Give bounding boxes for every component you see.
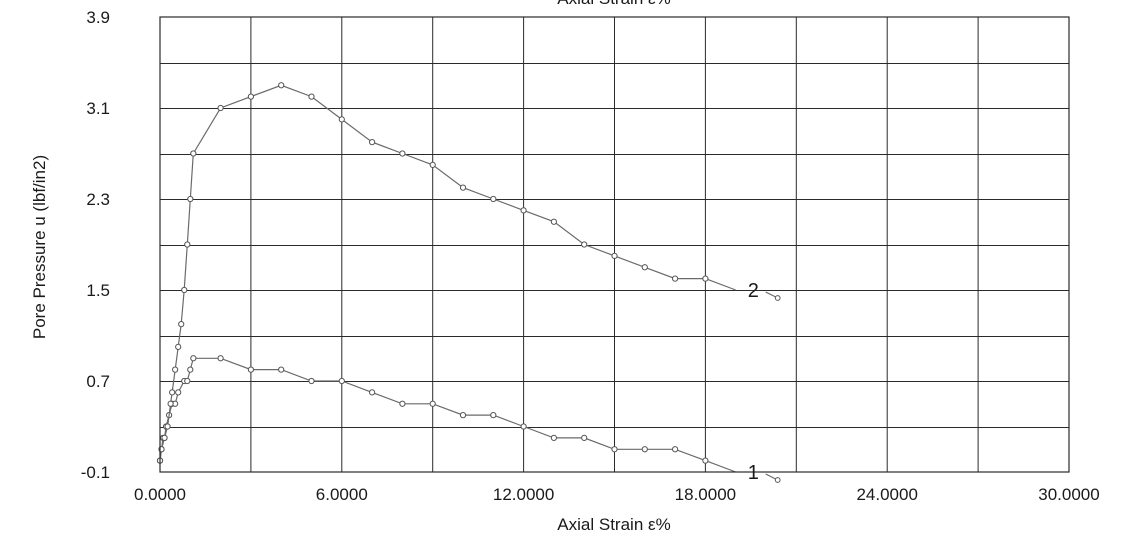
- series-2-point: [190, 150, 197, 157]
- series-1-point: [641, 446, 648, 453]
- series-1-point: [217, 355, 224, 362]
- series-2-tail: [705, 278, 736, 291]
- x-tick-label: 6.0000: [316, 485, 368, 504]
- series-1-point: [611, 446, 618, 453]
- y-tick-label: -0.1: [81, 463, 110, 482]
- series-1-point: [190, 355, 197, 362]
- x-tick-label: 18.0000: [675, 485, 736, 504]
- series-2-point: [490, 195, 497, 203]
- series-2-point: [369, 139, 376, 146]
- y-tick-label: 0.7: [86, 372, 110, 391]
- y-axis-label: Pore Pressure u (lbf/in2): [30, 155, 49, 339]
- series-2-point: [550, 218, 558, 225]
- x-axis-label: Axial Strain ε%: [557, 515, 670, 534]
- top-axis-label: Axial Strain ε%: [557, 0, 670, 8]
- series-2-point: [247, 93, 254, 100]
- series-1-label-marker: [774, 477, 781, 483]
- series-1-point: [672, 446, 679, 453]
- tick-labels: 0.0000 6.0000 12.0000 18.0000 24.0000 30.0000…: [81, 8, 1100, 504]
- series-1-point: [187, 366, 194, 373]
- series-2-point: [169, 389, 176, 396]
- x-tick-label: 12.0000: [493, 485, 554, 504]
- series-2-label: 2: [748, 280, 759, 302]
- series-1-tail: [705, 460, 736, 473]
- series-1-point: [247, 366, 254, 373]
- y-tick-label: 3.1: [86, 99, 110, 118]
- series-2-point: [520, 207, 527, 214]
- series-2-point: [459, 184, 467, 191]
- series-2-point: [217, 104, 224, 112]
- series-2-point: [184, 241, 191, 248]
- series-layer: [156, 82, 736, 473]
- series-1-point: [702, 457, 709, 464]
- series-1-point: [550, 434, 558, 441]
- series-2-point: [187, 195, 194, 203]
- series-1-point: [459, 412, 467, 419]
- series-1-point: [399, 400, 406, 407]
- series-1-point: [581, 434, 588, 441]
- series-2-point: [178, 321, 185, 328]
- series-1-label: 1: [748, 462, 759, 484]
- series-2-point: [164, 423, 171, 430]
- series-2-label-marker: [774, 295, 781, 301]
- x-tick-label: 30.0000: [1038, 485, 1099, 504]
- series-1-point: [520, 423, 527, 430]
- series-2-point: [672, 275, 679, 282]
- series-1-point: [429, 400, 436, 407]
- y-tick-label: 3.9: [86, 8, 110, 27]
- series-1-point: [278, 366, 285, 373]
- series-labels: 12: [748, 280, 781, 484]
- y-tick-label: 2.3: [86, 190, 110, 209]
- plot-frame: [159, 16, 1070, 473]
- series-2-point: [172, 366, 179, 373]
- series-2-point: [581, 241, 588, 248]
- series-2-point: [181, 286, 188, 294]
- series-2-point: [175, 343, 182, 350]
- series-2-point: [399, 150, 406, 157]
- series-2-point: [167, 400, 174, 407]
- series-1-point: [308, 377, 315, 385]
- series-1-label-leader: [765, 473, 776, 480]
- series-1-point: [490, 412, 497, 419]
- series-2-point: [429, 161, 436, 168]
- series-1-point: [184, 377, 191, 385]
- series-2-point: [641, 264, 648, 271]
- series-2-point: [702, 275, 709, 282]
- series-2-point: [278, 82, 285, 89]
- grid: [160, 17, 1069, 472]
- series-2-point: [161, 434, 168, 441]
- series-1-point: [175, 389, 182, 396]
- x-tick-label: 24.0000: [856, 485, 917, 504]
- y-tick-label: 1.5: [86, 281, 110, 300]
- series-1-point: [338, 377, 345, 385]
- series-2-label-leader: [765, 291, 776, 298]
- series-2-point: [308, 93, 315, 100]
- series-1-point: [369, 389, 376, 396]
- series-2-point: [611, 252, 618, 259]
- series-2-point: [338, 116, 345, 123]
- x-tick-label: 0.0000: [134, 485, 186, 504]
